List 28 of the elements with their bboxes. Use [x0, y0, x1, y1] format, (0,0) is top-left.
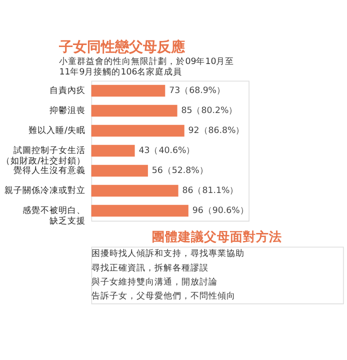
y-tick-label: 覺得人生沒有意義 [13, 165, 86, 176]
data-label: 86（81.1%） [182, 186, 239, 196]
bar [91, 164, 148, 177]
chart-subtitle: 小童群益會的性向無限計劃，於09年10月至 11年9月接觸的106名家庭成員 [59, 56, 234, 78]
data-label: 56（52.8%） [152, 166, 208, 176]
y-tick-label: 自責內疚 [49, 85, 86, 96]
text: 與子女維持雙向溝通，開放討論 [91, 276, 218, 288]
data-label: 73（68.9%） [169, 86, 226, 96]
text: 困擾時找人傾訴和支持，尋找專業協助 [91, 248, 244, 260]
bar [91, 84, 166, 97]
data-label: 43（40.6%） [138, 146, 196, 156]
data-label: 96（90.6%） [192, 206, 249, 216]
text: 告訴子女，父母愛他們，不問性傾向 [91, 290, 236, 302]
y-tick-label: 抑鬱沮喪 [49, 105, 86, 116]
bar [91, 124, 184, 137]
bar [91, 184, 178, 197]
text: 尋找正確資訊，拆解各種謬誤 [91, 262, 208, 274]
data-label: 85（80.2%） [181, 106, 238, 116]
bar [91, 144, 135, 157]
y-tick-label: 親子關係冷凍或對立 [4, 185, 86, 196]
chart-title: 子女同性戀父母反應 [58, 38, 186, 56]
bar [91, 104, 178, 117]
y-tick-label: 難以入睡/失眠 [28, 125, 86, 136]
y-tick-label: 感覺不被明白、缺乏支援 [22, 205, 86, 226]
bar [91, 204, 188, 217]
text: 團體建議父母面對方法 [152, 229, 282, 244]
y-tick-label: 試圖控制子女生活（如財政/社交封鎖） [1, 145, 86, 166]
data-label: 92（86.8%） [188, 126, 245, 136]
